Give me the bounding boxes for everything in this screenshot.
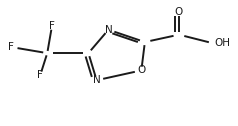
Text: F: F (8, 42, 14, 52)
Text: F: F (49, 21, 55, 31)
Text: N: N (104, 25, 112, 35)
Text: N: N (93, 75, 100, 85)
Text: OH: OH (214, 38, 230, 48)
Text: O: O (137, 65, 145, 75)
Text: F: F (37, 70, 43, 80)
Text: O: O (175, 7, 183, 17)
